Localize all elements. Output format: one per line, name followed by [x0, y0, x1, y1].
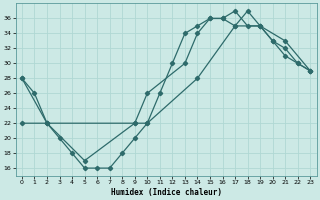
X-axis label: Humidex (Indice chaleur): Humidex (Indice chaleur)	[111, 188, 221, 197]
